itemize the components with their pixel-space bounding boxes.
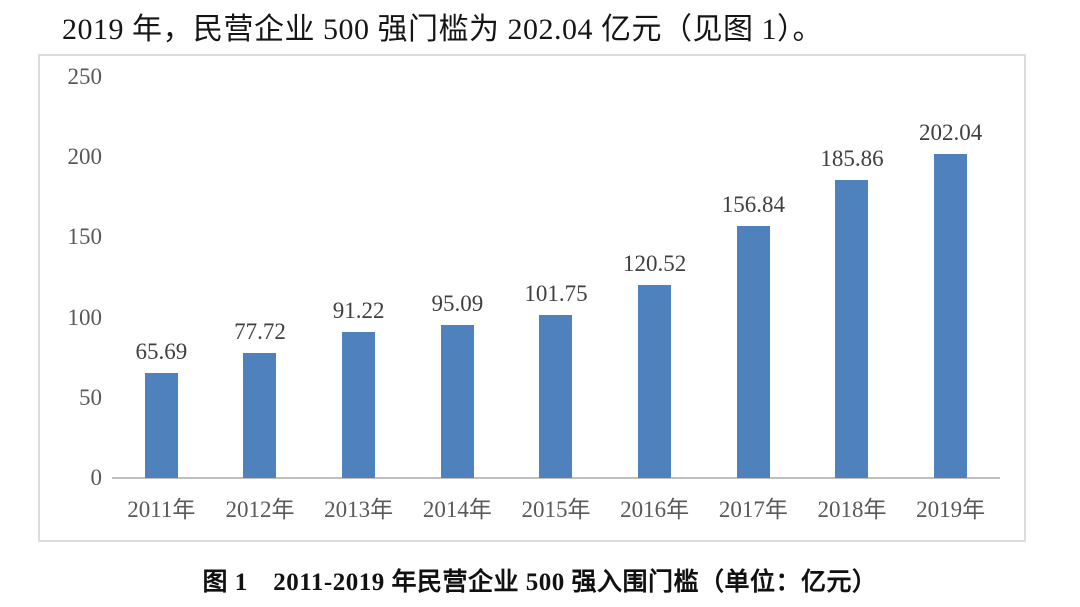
- x-tick-label: 2019年: [916, 497, 986, 522]
- figure-caption: 图 1 2011-2019 年民营企业 500 强入围门槛（单位：亿元）: [202, 569, 878, 596]
- x-tick-label: 2014年: [422, 497, 492, 522]
- y-tick-label: 100: [67, 304, 103, 330]
- x-axis-line: [112, 477, 1000, 479]
- bar-value-label: 77.72: [234, 319, 286, 345]
- bar-group: 77.72: [211, 77, 310, 478]
- bar-group: 202.04: [901, 77, 1000, 478]
- x-tick-label: 2015年: [521, 497, 591, 522]
- bar-value-label: 202.04: [919, 119, 983, 145]
- y-tick-label: 50: [79, 384, 102, 410]
- bar-group: 101.75: [507, 77, 606, 478]
- bar: [243, 353, 277, 478]
- bar-group: 156.84: [704, 77, 803, 478]
- y-tick-label: 250: [67, 64, 103, 89]
- bar-group: 120.52: [605, 77, 704, 478]
- bar: [736, 226, 770, 478]
- y-tick-label: 200: [67, 144, 103, 170]
- bar: [342, 331, 376, 478]
- bar: [539, 314, 573, 478]
- x-tick-label: 2016年: [620, 497, 690, 522]
- bar-group: 95.09: [408, 77, 507, 478]
- bar-group: 65.69: [112, 77, 211, 478]
- x-tick-label: 2018年: [817, 497, 887, 522]
- bar-value-label: 185.86: [820, 145, 884, 171]
- bar: [835, 179, 869, 478]
- intro-text: 2019 年，民营企业 500 强门槛为 202.04 亿元（见图 1）。: [62, 13, 823, 46]
- bar-value-label: 120.52: [623, 250, 687, 276]
- x-tick-label: 2012年: [225, 497, 295, 522]
- bar: [934, 153, 968, 478]
- y-tick-label: 150: [67, 224, 103, 250]
- x-tick-label: 2011年: [127, 497, 196, 522]
- bar: [144, 372, 178, 478]
- bar-chart: 0 50 100 150 200 250 2011年 65.69 2012年 77.72 2013…: [38, 54, 1026, 542]
- y-tick-label: 0: [90, 465, 103, 490]
- bar-value-label: 156.84: [721, 192, 785, 218]
- bar-value-label: 101.75: [524, 280, 588, 306]
- bar: [638, 284, 672, 478]
- bar: [440, 325, 474, 478]
- bar-group: 185.86: [803, 77, 902, 478]
- bar-group: 91.22: [309, 77, 408, 478]
- x-tick-label: 2013年: [324, 497, 394, 522]
- x-tick-label: 2017年: [718, 497, 788, 522]
- bar-value-label: 91.22: [332, 297, 385, 323]
- bar-value-label: 95.09: [431, 291, 484, 317]
- bar-value-label: 65.69: [135, 338, 188, 364]
